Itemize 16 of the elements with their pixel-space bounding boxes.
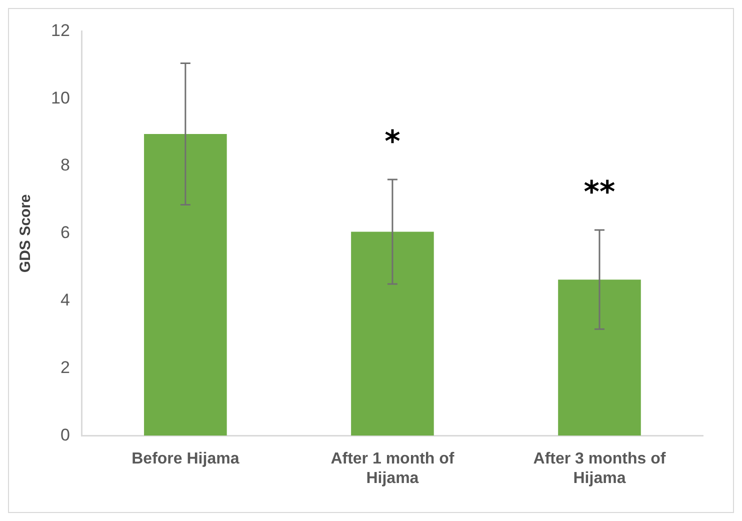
y-tick-label: 8 (60, 156, 70, 175)
annotation: * (384, 124, 401, 160)
bar (144, 134, 227, 436)
y-tick-label: 12 (50, 20, 70, 40)
annotation: ** (584, 174, 616, 210)
bar (558, 280, 641, 436)
y-tick-label: 4 (60, 290, 70, 310)
y-tick-label: 2 (60, 358, 70, 377)
x-tick-label: After 3 months of Hijama (533, 450, 666, 487)
bar (351, 232, 434, 436)
y-tick-label: 0 (60, 425, 70, 444)
y-axis-title: GDS Score (17, 194, 34, 273)
y-tick-label: 10 (50, 88, 70, 108)
y-tick-label: 6 (60, 223, 70, 242)
x-tick-label: After 1 month of Hijama (330, 450, 455, 487)
x-tick-label: Before Hijama (132, 450, 240, 468)
